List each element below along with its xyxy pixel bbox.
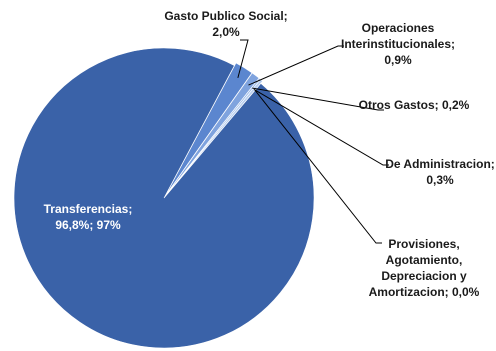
slice-label-provisiones-agotamiento-depreciacion-y-amortizacion: Provisiones, Agotamiento, Depreciacion y Am…	[369, 237, 480, 299]
slice-labels: Transferencias; 96,8%; 97% Gasto Publico S…	[44, 9, 495, 299]
leader-line-operaciones-interinstitucionales	[248, 45, 344, 86]
pie-slice-transferencias	[13, 47, 315, 349]
slice-label-otros-gastos: Otros Gastos; 0,2%	[359, 98, 470, 112]
leader-line-de-administracion	[253, 89, 389, 166]
slice-label-de-administracion: De Administracion; 0,3%	[385, 157, 495, 187]
slice-label-transferencias: Transferencias; 96,8%; 97%	[44, 202, 133, 232]
leader-lines	[237, 39, 389, 244]
leader-line-provisiones-agotamiento-depreciacion-y-amortizacion	[254, 90, 382, 244]
pie-slices	[13, 47, 315, 349]
leader-line-gasto-publico-social	[237, 39, 249, 79]
leader-line-otros-gastos	[252, 87, 384, 111]
slice-label-operaciones-interinstitucionales: Operaciones Interinstitucionales; 0,9%	[341, 21, 455, 67]
slice-label-gasto-publico-social: Gasto Publico Social; 2,0%	[164, 9, 287, 39]
